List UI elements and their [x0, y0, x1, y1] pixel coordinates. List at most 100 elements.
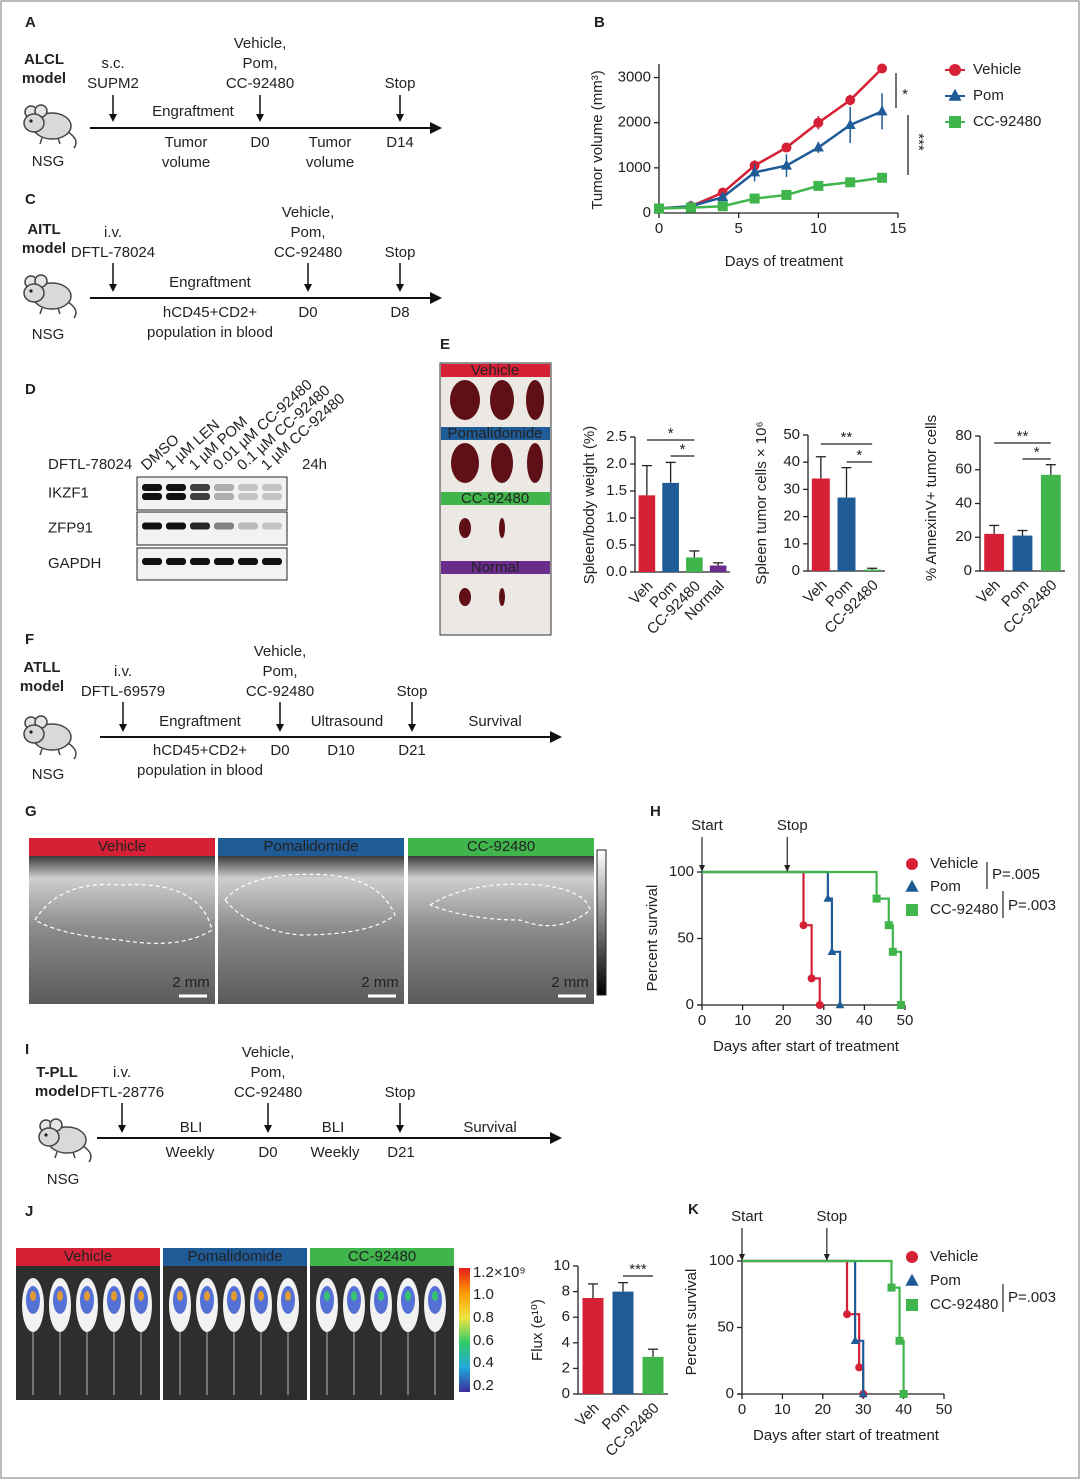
- bar: [1040, 474, 1061, 571]
- phase-label: Survival: [463, 1119, 516, 1136]
- annotation-arrowhead: [699, 865, 705, 872]
- group-label: Vehicle: [471, 362, 519, 379]
- event-arrowhead: [119, 724, 127, 732]
- model-label: model: [35, 1083, 79, 1100]
- phase-label: Engraftment: [159, 713, 242, 730]
- marker: [717, 201, 728, 212]
- event-label: Vehicle,: [254, 643, 307, 660]
- legend-label: Vehicle: [930, 1248, 978, 1265]
- scale-label: 2 mm: [361, 974, 399, 991]
- y-tick-label: 0: [726, 1385, 734, 1402]
- event-arrowhead: [408, 724, 416, 732]
- legend-label: Vehicle: [973, 61, 1021, 78]
- ultrasound-image: [218, 856, 404, 1004]
- x-tick-label: Veh: [572, 1400, 602, 1430]
- y-tick-label: 0.5: [606, 536, 627, 553]
- blot-band: [214, 558, 234, 565]
- y-axis-label: Flux (e¹⁰): [529, 1299, 546, 1361]
- mouse-foot: [57, 137, 61, 145]
- legend-marker: [906, 1299, 918, 1311]
- time-label: D14: [386, 134, 414, 151]
- protein-label: ZFP91: [48, 519, 93, 536]
- bli-signal: [285, 1291, 291, 1301]
- y-axis-label: % AnnexinV+ tumor cells: [923, 415, 940, 581]
- blot-band: [190, 522, 210, 530]
- marker: [895, 1336, 904, 1345]
- bar: [863, 569, 882, 571]
- mouse-eye: [29, 119, 33, 123]
- panel-label: D: [25, 381, 36, 398]
- x-tick-label: Veh: [973, 577, 1003, 607]
- survival-curve: [742, 1259, 865, 1394]
- marker: [827, 947, 837, 955]
- event-label: DFTL-78024: [71, 244, 155, 261]
- bli-signal: [111, 1291, 117, 1301]
- event-arrowhead: [118, 1125, 126, 1133]
- y-tick-label: 50: [783, 426, 800, 443]
- significance-label: ***: [629, 1261, 647, 1278]
- marker: [780, 159, 792, 170]
- bli-colorbar: [459, 1268, 470, 1392]
- marker: [813, 180, 824, 191]
- timeline-arrowhead: [550, 731, 562, 743]
- p-value-label: P=.003: [1008, 1289, 1056, 1306]
- bar: [638, 495, 656, 572]
- blot-band: [238, 493, 258, 500]
- marker: [845, 95, 856, 106]
- group-header: [218, 838, 404, 856]
- grayscale-colorbar: [596, 849, 607, 996]
- spleen: [491, 443, 513, 483]
- bar: [642, 1356, 664, 1394]
- bar: [612, 1291, 634, 1394]
- time-label: D8: [390, 304, 409, 321]
- series-line: [658, 176, 883, 210]
- spleen: [490, 380, 514, 420]
- ultrasound-image: [408, 856, 594, 1004]
- bli-signal: [204, 1291, 210, 1301]
- legend-label: CC-92480: [973, 113, 1041, 130]
- time-label: Tumor: [309, 134, 352, 151]
- y-tick-label: 0: [686, 996, 694, 1013]
- bli-signal: [30, 1291, 36, 1301]
- significance-label: **: [1017, 428, 1029, 445]
- tumor-outline: [34, 883, 213, 944]
- y-tick-label: 0.0: [606, 563, 627, 580]
- marker: [823, 893, 833, 902]
- protein-label: GAPDH: [48, 555, 101, 572]
- y-axis-label: Tumor volume (mm³): [589, 70, 606, 209]
- group-label: Pomalidomide: [263, 838, 358, 855]
- event-label: CC-92480: [274, 244, 342, 261]
- event-arrowhead: [396, 1125, 404, 1133]
- blot-band: [166, 558, 186, 565]
- panel-label: I: [25, 1041, 29, 1058]
- x-tick-label: 0: [698, 1012, 706, 1029]
- mouse-icon: [23, 274, 77, 319]
- significance-label: *: [668, 425, 674, 442]
- panel-label: G: [25, 803, 37, 820]
- marker: [799, 921, 808, 930]
- annotation-label: Start: [731, 1208, 764, 1225]
- model-label: ALCL: [24, 51, 64, 68]
- bli-signal: [231, 1291, 237, 1301]
- mouse-eye: [29, 289, 33, 293]
- scale-label: 2 mm: [172, 974, 210, 991]
- scale-label: 2 mm: [551, 974, 589, 991]
- y-tick-label: 20: [955, 528, 972, 545]
- mouse-head: [23, 724, 45, 744]
- marker: [781, 142, 792, 153]
- marker: [781, 189, 792, 200]
- event-label: Pom,: [250, 1064, 285, 1081]
- spleen: [499, 588, 505, 606]
- y-tick-label: 6: [562, 1308, 570, 1325]
- annotation-label: Start: [691, 817, 724, 834]
- blot-band: [142, 484, 162, 491]
- legend-marker: [905, 879, 919, 892]
- time-label: Weekly: [166, 1144, 215, 1161]
- annotation-label: Stop: [777, 817, 808, 834]
- marker: [876, 105, 888, 116]
- x-axis-label: Days after start of treatment: [713, 1038, 900, 1055]
- event-label: i.v.: [114, 663, 132, 680]
- group-label: Normal: [471, 559, 519, 576]
- bli-signal: [57, 1291, 63, 1301]
- group-label: Vehicle: [64, 1248, 112, 1265]
